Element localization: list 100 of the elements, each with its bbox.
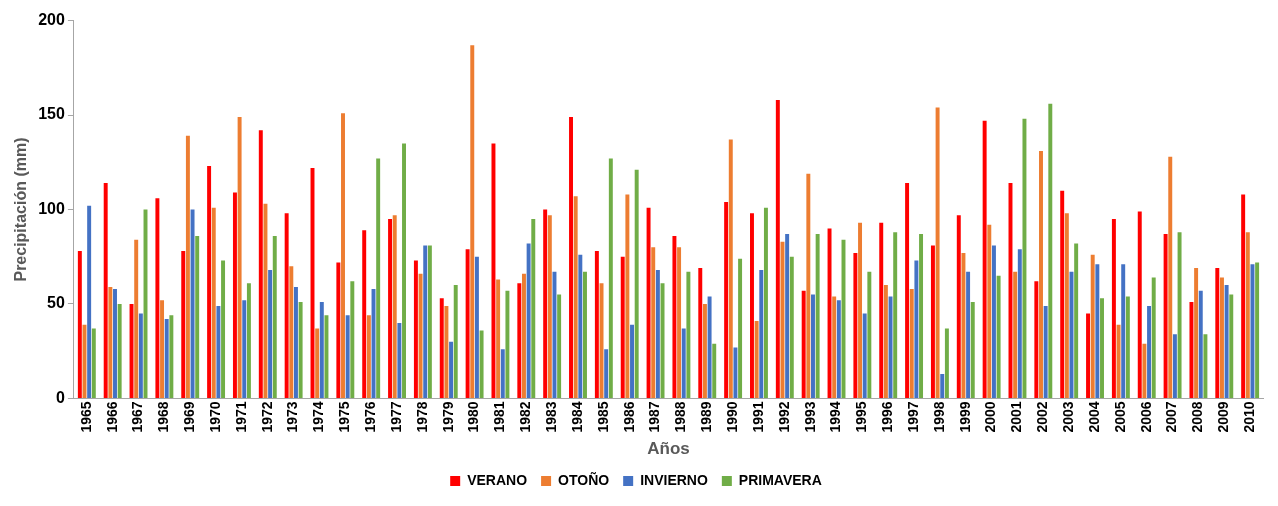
- bar: [117, 303, 122, 398]
- bar: [474, 256, 479, 398]
- x-tick-label: 2002: [1034, 401, 1051, 433]
- bar: [836, 300, 841, 398]
- bar: [914, 260, 919, 398]
- bar: [190, 209, 195, 398]
- bar: [827, 228, 832, 398]
- bar: [479, 330, 484, 398]
- bar: [893, 232, 898, 398]
- bar: [1121, 264, 1126, 398]
- bar: [258, 130, 263, 398]
- bar: [712, 343, 717, 398]
- bar: [651, 247, 656, 398]
- bar: [324, 315, 329, 398]
- bar: [987, 224, 992, 398]
- bar: [108, 286, 113, 398]
- bar: [707, 296, 712, 398]
- bar: [935, 107, 940, 398]
- bar: [263, 203, 268, 398]
- bar: [789, 256, 794, 398]
- bar: [376, 158, 381, 398]
- y-tick-label: 100: [38, 199, 65, 217]
- x-tick-label: 1991: [749, 401, 766, 433]
- bar: [905, 183, 910, 398]
- bar: [1086, 313, 1091, 398]
- bar: [724, 201, 729, 398]
- x-tick-label: 1970: [206, 401, 223, 433]
- legend-label: INVIERNO: [640, 471, 708, 488]
- bar: [888, 296, 893, 398]
- bar: [759, 269, 764, 398]
- x-tick-label: 1982: [517, 401, 534, 433]
- bar: [195, 235, 200, 398]
- bar: [113, 288, 117, 398]
- legend-label: PRIMAVERA: [738, 471, 822, 488]
- bar: [1039, 150, 1043, 398]
- bar: [625, 194, 630, 398]
- bar: [583, 271, 587, 398]
- bar: [138, 313, 143, 398]
- bar: [77, 251, 82, 398]
- x-tick-label: 2010: [1240, 401, 1257, 433]
- bar: [996, 275, 1001, 398]
- bar: [1255, 262, 1260, 398]
- bar: [517, 283, 522, 398]
- x-tick-label: 2009: [1215, 401, 1232, 433]
- bar: [211, 207, 216, 398]
- bar: [604, 349, 609, 398]
- bar: [1245, 232, 1250, 398]
- bar: [500, 349, 505, 398]
- bar: [427, 245, 432, 398]
- bar: [423, 245, 428, 398]
- x-tick-label: 1980: [465, 401, 482, 433]
- bar: [1203, 334, 1208, 398]
- x-tick-label: 1977: [387, 401, 404, 433]
- bar: [775, 99, 780, 398]
- bar: [526, 243, 531, 398]
- bar: [336, 262, 341, 398]
- bar: [681, 328, 686, 398]
- bar: [552, 271, 557, 398]
- bar: [930, 245, 935, 398]
- x-tick-label: 1983: [543, 401, 560, 433]
- bar: [1189, 302, 1194, 398]
- bar: [1137, 211, 1142, 398]
- bar: [392, 215, 397, 398]
- bar: [345, 315, 350, 398]
- bar: [806, 173, 811, 398]
- bar: [1064, 213, 1069, 398]
- bar: [754, 321, 759, 398]
- bar: [702, 303, 707, 398]
- bar: [557, 294, 562, 398]
- x-tick-label: 2005: [1111, 401, 1128, 433]
- x-tick-label: 1979: [439, 401, 456, 433]
- bar: [284, 213, 289, 398]
- bar: [1215, 268, 1220, 398]
- bar: [1172, 334, 1177, 398]
- bar: [388, 218, 393, 398]
- bar: [738, 258, 743, 398]
- bar: [1147, 305, 1152, 398]
- x-tick-label: 1972: [258, 401, 275, 433]
- bar: [470, 45, 475, 398]
- x-tick-label: 1971: [232, 401, 249, 433]
- bar: [608, 158, 613, 398]
- bar: [853, 252, 858, 398]
- bar: [1060, 190, 1065, 398]
- x-tick-label: 1996: [879, 401, 896, 433]
- y-tick-label: 150: [38, 105, 65, 123]
- bar: [940, 373, 945, 398]
- bar: [1241, 194, 1246, 398]
- bar: [444, 305, 449, 398]
- bar: [832, 296, 837, 398]
- x-tick-label: 1986: [620, 401, 637, 433]
- bar: [801, 290, 806, 398]
- bar: [1229, 294, 1234, 398]
- bar: [491, 143, 496, 398]
- x-tick-label: 2004: [1085, 401, 1102, 433]
- bar: [750, 213, 754, 398]
- bar: [1074, 243, 1079, 398]
- bar: [298, 302, 303, 398]
- bar: [1250, 264, 1255, 398]
- bar: [242, 300, 247, 398]
- bar: [815, 234, 820, 398]
